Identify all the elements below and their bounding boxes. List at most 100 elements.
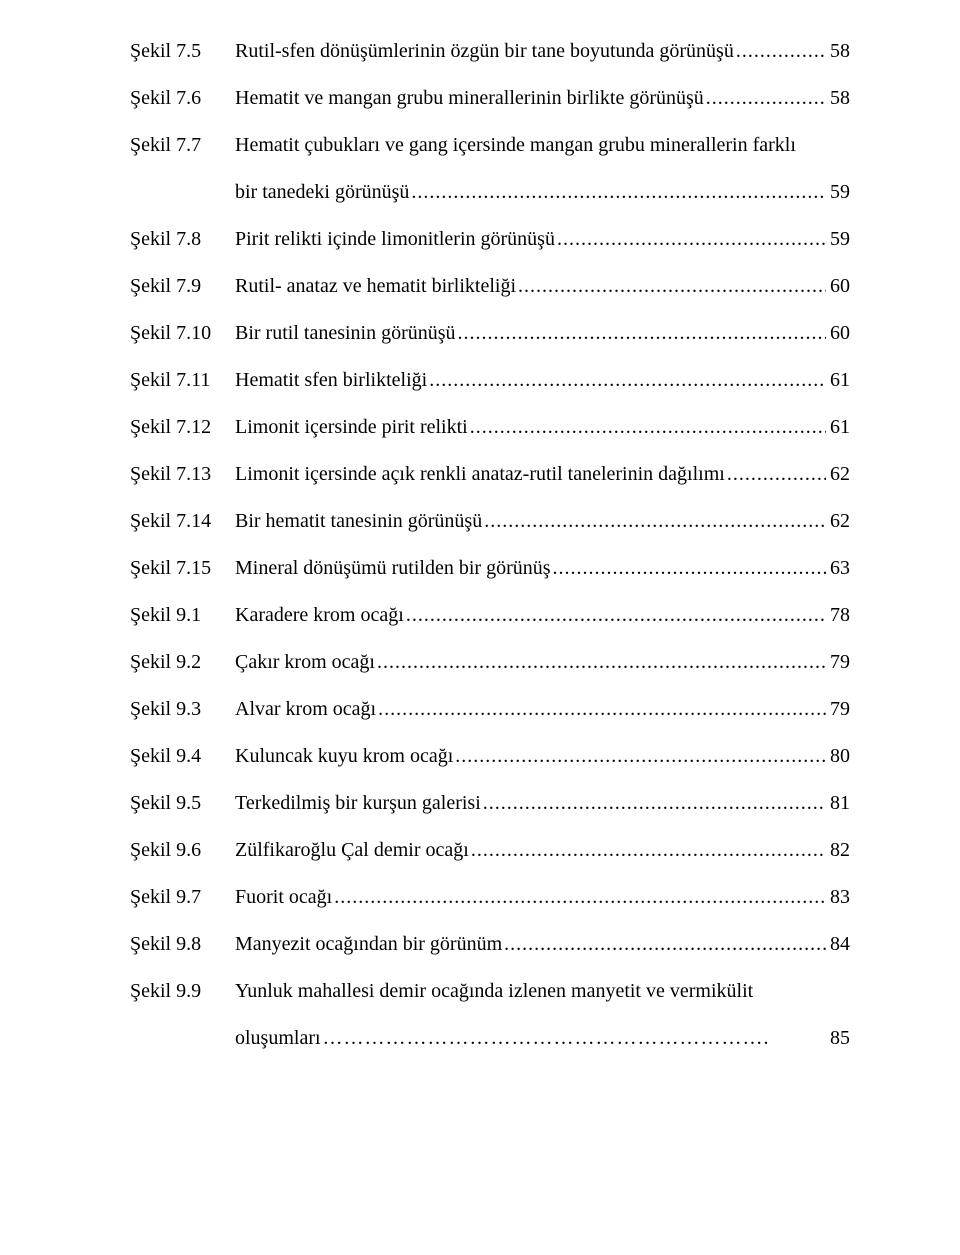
toc-entry: Şekil 7.7Hematit çubukları ve gang içers… — [130, 122, 850, 169]
page-number: 59 — [828, 216, 850, 263]
leader-dots: ........................................… — [458, 310, 826, 357]
toc-entry: Şekil 9.2Çakır krom ocağı...............… — [130, 639, 850, 686]
page-number: 85 — [828, 1015, 850, 1062]
entry-label: Şekil 7.7 — [130, 122, 235, 169]
leader-dots: ........................................… — [736, 28, 826, 75]
leader-dots: ........................................… — [377, 639, 826, 686]
toc-entry-continuation: oluşumları……………………………………………………….85 — [130, 1015, 850, 1062]
entry-text: Hematit ve mangan grubu minerallerinin b… — [235, 75, 850, 122]
page-number: 58 — [828, 75, 850, 122]
toc-entry: Şekil 7.5Rutil-sfen dönüşümlerinin özgün… — [130, 28, 850, 75]
entry-text: Karadere krom ocağı.....................… — [235, 592, 850, 639]
entry-text: Pirit relikti içinde limonitlerin görünü… — [235, 216, 850, 263]
leader-dots: ........................................… — [504, 921, 826, 968]
entry-text: Rutil-sfen dönüşümlerinin özgün bir tane… — [235, 28, 850, 75]
entry-text: Limonit içersinde pirit relikti.........… — [235, 404, 850, 451]
entry-label: Şekil 7.12 — [130, 404, 235, 451]
toc-entry: Şekil 9.8Manyezit ocağından bir görünüm.… — [130, 921, 850, 968]
page-number: 61 — [828, 357, 850, 404]
leader-dots: ........................................… — [553, 545, 826, 592]
entry-label: Şekil 9.5 — [130, 780, 235, 827]
leader-dots: ........................................… — [706, 75, 826, 122]
entry-text: Manyezit ocağından bir görünüm..........… — [235, 921, 850, 968]
toc-entry: Şekil 9.4Kuluncak kuyu krom ocağı.......… — [130, 733, 850, 780]
leader-dots: ........................................… — [334, 874, 826, 921]
entry-label: Şekil 9.2 — [130, 639, 235, 686]
leader-dots: ........................................… — [483, 780, 826, 827]
page-number: 78 — [828, 592, 850, 639]
page-number: 63 — [828, 545, 850, 592]
entry-text: Çakır krom ocağı........................… — [235, 639, 850, 686]
page-number: 80 — [828, 733, 850, 780]
page-number: 60 — [828, 310, 850, 357]
toc-entry-continuation: bir tanedeki görünüşü...................… — [130, 169, 850, 216]
page-number: 60 — [828, 263, 850, 310]
leader-dots: ........................................… — [557, 216, 826, 263]
entry-label: Şekil 9.1 — [130, 592, 235, 639]
page-number: 79 — [828, 639, 850, 686]
entry-label: Şekil 7.6 — [130, 75, 235, 122]
leader-dots: ........................................… — [470, 404, 826, 451]
page-number: 82 — [828, 827, 850, 874]
entry-label: Şekil 9.8 — [130, 921, 235, 968]
entry-label: Şekil 7.15 — [130, 545, 235, 592]
leader-dots: ........................................… — [411, 169, 826, 216]
toc-entry: Şekil 9.7Fuorit ocağı...................… — [130, 874, 850, 921]
toc-entry: Şekil 7.15Mineral dönüşümü rutilden bir … — [130, 545, 850, 592]
leader-dots: ........................................… — [727, 451, 826, 498]
entry-label: Şekil 9.6 — [130, 827, 235, 874]
toc-entry: Şekil 9.9Yunluk mahallesi demir ocağında… — [130, 968, 850, 1015]
entry-label: Şekil 7.5 — [130, 28, 235, 75]
entry-label: Şekil 9.7 — [130, 874, 235, 921]
page-number: 79 — [828, 686, 850, 733]
entry-text: Zülfikaroğlu Çal demir ocağı............… — [235, 827, 850, 874]
leader-dots: ........................................… — [471, 827, 826, 874]
page-number: 62 — [828, 498, 850, 545]
entry-text: Kuluncak kuyu krom ocağı................… — [235, 733, 850, 780]
entry-text: Bir hematit tanesinin görünüşü..........… — [235, 498, 850, 545]
leader-dots: ........................................… — [484, 498, 826, 545]
leader-dots: ........................................… — [429, 357, 826, 404]
page-number: 59 — [828, 169, 850, 216]
leader-dots: ........................................… — [406, 592, 826, 639]
entry-text: Hematit sfen birlikteliği...............… — [235, 357, 850, 404]
entry-text: Rutil- anataz ve hematit birlikteliği...… — [235, 263, 850, 310]
leader-dots: ………………………………………………………. — [323, 1015, 826, 1062]
toc-entry: Şekil 7.9Rutil- anataz ve hematit birlik… — [130, 263, 850, 310]
entry-label: Şekil 9.9 — [130, 968, 235, 1015]
toc-entry: Şekil 9.5Terkedilmiş bir kurşun galerisi… — [130, 780, 850, 827]
toc-entry: Şekil 7.11Hematit sfen birlikteliği.....… — [130, 357, 850, 404]
page-number: 84 — [828, 921, 850, 968]
toc-entry: Şekil 7.14Bir hematit tanesinin görünüşü… — [130, 498, 850, 545]
entry-text: Terkedilmiş bir kurşun galerisi.........… — [235, 780, 850, 827]
toc-entry: Şekil 7.8Pirit relikti içinde limonitler… — [130, 216, 850, 263]
entry-label: Şekil 7.11 — [130, 357, 235, 404]
page-number: 83 — [828, 874, 850, 921]
toc-entry: Şekil 9.1Karadere krom ocağı............… — [130, 592, 850, 639]
leader-dots: ........................................… — [455, 733, 826, 780]
entry-text: Mineral dönüşümü rutilden bir görünüş...… — [235, 545, 850, 592]
toc-entry: Şekil 7.6Hematit ve mangan grubu mineral… — [130, 75, 850, 122]
leader-dots: ........................................… — [518, 263, 826, 310]
entry-label: Şekil 7.14 — [130, 498, 235, 545]
entry-label: Şekil 9.3 — [130, 686, 235, 733]
toc-entry: Şekil 7.13Limonit içersinde açık renkli … — [130, 451, 850, 498]
entry-label: Şekil 9.4 — [130, 733, 235, 780]
entry-label: Şekil 7.8 — [130, 216, 235, 263]
page-number: 81 — [828, 780, 850, 827]
toc-entry: Şekil 9.6Zülfikaroğlu Çal demir ocağı...… — [130, 827, 850, 874]
entry-text: Bir rutil tanesinin görünüşü............… — [235, 310, 850, 357]
page-number: 58 — [828, 28, 850, 75]
entry-label: Şekil 7.13 — [130, 451, 235, 498]
toc-entry: Şekil 7.10Bir rutil tanesinin görünüşü..… — [130, 310, 850, 357]
leader-dots: ........................................… — [378, 686, 826, 733]
entry-text: Yunluk mahallesi demir ocağında izlenen … — [235, 968, 850, 1015]
entry-text: Fuorit ocağı............................… — [235, 874, 850, 921]
toc-entry: Şekil 7.12Limonit içersinde pirit relikt… — [130, 404, 850, 451]
toc-entry: Şekil 9.3Alvar krom ocağı...............… — [130, 686, 850, 733]
page-number: 61 — [828, 404, 850, 451]
entry-text: Hematit çubukları ve gang içersinde mang… — [235, 122, 850, 169]
figure-list: Şekil 7.5Rutil-sfen dönüşümlerinin özgün… — [130, 28, 850, 1062]
entry-label: Şekil 7.9 — [130, 263, 235, 310]
entry-label: Şekil 7.10 — [130, 310, 235, 357]
